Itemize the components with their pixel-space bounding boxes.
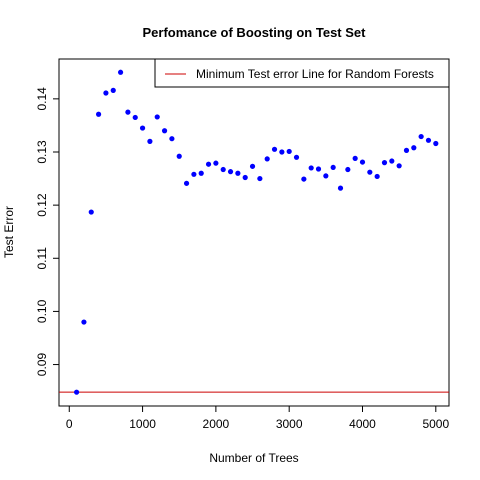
- data-point: [315, 166, 322, 172]
- data-point: [418, 133, 424, 140]
- legend-box: [154, 58, 450, 88]
- x-axis-label: Number of Trees: [209, 451, 298, 465]
- data-point: [198, 170, 204, 176]
- y-tick-label: 0.11: [35, 247, 49, 270]
- data-point: [301, 176, 307, 182]
- data-point: [381, 160, 388, 166]
- data-point: [271, 146, 278, 152]
- x-axis: 0 1000 2000 3000 4000 5000: [66, 406, 449, 431]
- data-point: [125, 109, 131, 115]
- data-point: [257, 175, 263, 182]
- y-axis-label: Test Error: [2, 206, 16, 258]
- data-point: [176, 153, 182, 159]
- data-point: [132, 114, 138, 121]
- data-point: [264, 156, 270, 162]
- data-point: [389, 158, 395, 164]
- data-point: [95, 111, 102, 117]
- y-axis: 0.09 0.10 0.11 0.12 0.13 0.14: [35, 87, 59, 376]
- y-tick-label: 0.14: [35, 87, 49, 111]
- data-point: [411, 145, 417, 151]
- x-tick-label: 3000: [276, 417, 303, 431]
- data-point: [169, 136, 175, 142]
- data-point: [73, 389, 80, 395]
- data-point: [249, 163, 256, 169]
- data-point: [367, 169, 373, 175]
- data-point: [88, 209, 94, 215]
- data-point: [161, 128, 168, 134]
- data-point: [110, 87, 116, 93]
- x-tick-label: 1000: [129, 417, 156, 431]
- data-point: [227, 169, 234, 175]
- y-tick-label: 0.13: [35, 140, 49, 164]
- data-point: [205, 161, 212, 167]
- data-point: [352, 155, 358, 161]
- data-point: [374, 173, 380, 180]
- x-tick-label: 5000: [422, 417, 449, 431]
- data-point: [345, 166, 351, 173]
- legend: Minimum Test error Line for Random Fores…: [154, 58, 450, 88]
- x-tick-label: 0: [66, 417, 73, 431]
- data-point: [433, 140, 439, 147]
- y-tick-label: 0.12: [35, 193, 49, 217]
- x-tick-label: 4000: [349, 417, 376, 431]
- data-point: [330, 164, 336, 171]
- data-point: [147, 138, 153, 144]
- data-point: [191, 171, 197, 177]
- chart-title: Perfomance of Boosting on Test Set: [143, 25, 367, 40]
- data-point: [117, 69, 124, 75]
- data-point: [286, 148, 292, 155]
- data-point: [293, 154, 300, 160]
- data-point: [425, 137, 432, 143]
- data-point: [139, 125, 146, 131]
- x-tick-label: 2000: [203, 417, 230, 431]
- plot-frame: [58, 58, 450, 407]
- data-point: [242, 174, 248, 181]
- legend-entry-label: Minimum Test error Line for Random Fores…: [196, 67, 434, 81]
- data-point: [337, 185, 344, 191]
- data-point: [323, 173, 329, 179]
- data-point: [154, 114, 160, 120]
- data-point: [308, 165, 314, 171]
- data-point: [235, 170, 241, 176]
- data-point: [403, 147, 410, 153]
- data-point: [359, 159, 366, 165]
- data-points: [73, 69, 439, 395]
- data-point: [183, 180, 190, 186]
- data-point: [220, 166, 226, 173]
- y-tick-label: 0.09: [35, 353, 49, 377]
- data-point: [81, 319, 87, 325]
- data-point: [396, 163, 402, 169]
- data-point: [213, 160, 219, 166]
- data-point: [279, 149, 285, 155]
- y-tick-label: 0.10: [35, 299, 49, 323]
- data-point: [103, 90, 109, 96]
